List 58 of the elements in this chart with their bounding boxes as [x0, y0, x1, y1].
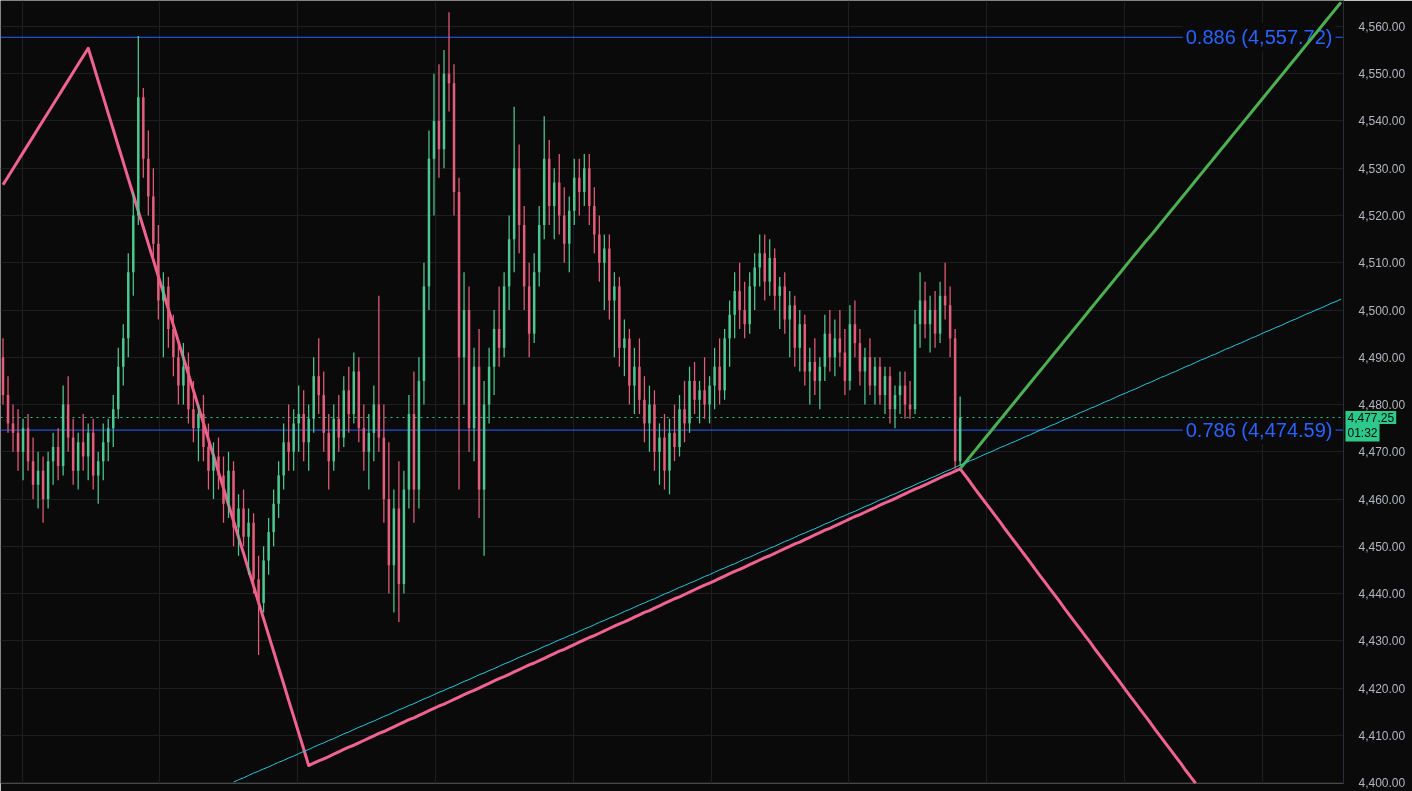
candlestick [217, 437, 220, 490]
y-tick-label: 4,560.00 [1358, 19, 1406, 34]
candlestick [708, 376, 711, 424]
line-series [233, 298, 1342, 783]
candlestick [242, 489, 245, 547]
candlestick [703, 357, 706, 419]
candlestick [643, 376, 646, 443]
candlestick [237, 494, 240, 556]
candlestick [633, 347, 636, 414]
y-tick-label: 4,480.00 [1358, 398, 1406, 413]
y-tick-label: 4,520.00 [1358, 209, 1406, 224]
y-tick-label: 4,400.00 [1358, 776, 1406, 791]
y-tick-label: 4,410.00 [1358, 728, 1406, 743]
ref-line-label: 0.786 (4,474.59) [1185, 419, 1333, 442]
candlestick [202, 395, 205, 462]
candlestick [197, 404, 200, 462]
candlestick [207, 423, 210, 490]
line-series [958, 0, 1343, 471]
candlestick [663, 413, 666, 490]
candlestick [262, 546, 265, 613]
candlestick [212, 442, 215, 500]
candlestick [232, 461, 235, 547]
candlestick [668, 418, 671, 495]
candlestick [192, 380, 195, 443]
candlestick [247, 508, 250, 575]
y-tick-label: 4,510.00 [1358, 256, 1406, 271]
candlestick [222, 456, 225, 523]
y-tick-label: 4,530.00 [1358, 161, 1406, 176]
candlestick [182, 343, 185, 405]
candlestick [658, 423, 661, 485]
candlestick [257, 555, 260, 655]
candlestick [252, 513, 255, 594]
y-tick-label: 4,490.00 [1358, 350, 1406, 365]
y-tick-label: 4,440.00 [1358, 587, 1406, 602]
y-tick-label: 4,430.00 [1358, 634, 1406, 649]
candlestick [187, 352, 190, 424]
y-tick-label: 4,550.00 [1358, 67, 1406, 82]
y-tick-label: 4,460.00 [1358, 492, 1406, 507]
candlestick [673, 404, 676, 462]
candlestick [638, 338, 641, 414]
candlestick [227, 451, 230, 518]
candlestick [688, 366, 691, 433]
candlestick [693, 361, 696, 414]
text: 01:32 [1347, 425, 1378, 440]
candlestick [683, 380, 686, 443]
y-tick-label: 4,470.00 [1358, 445, 1406, 460]
ref-line-label: 4,477.25 [1347, 411, 1395, 426]
candlestick [648, 385, 651, 452]
y-tick-label: 4,420.00 [1358, 681, 1406, 696]
y-tick-label: 4,540.00 [1358, 114, 1406, 129]
y-tick-label: 4,450.00 [1358, 539, 1406, 554]
candlestick [678, 395, 681, 457]
candlestick [628, 328, 631, 405]
candlestick [713, 347, 716, 410]
y-tick-label: 4,500.00 [1358, 303, 1406, 318]
candlestick [267, 517, 270, 575]
candlestick [653, 390, 656, 471]
candlestick [698, 380, 701, 424]
